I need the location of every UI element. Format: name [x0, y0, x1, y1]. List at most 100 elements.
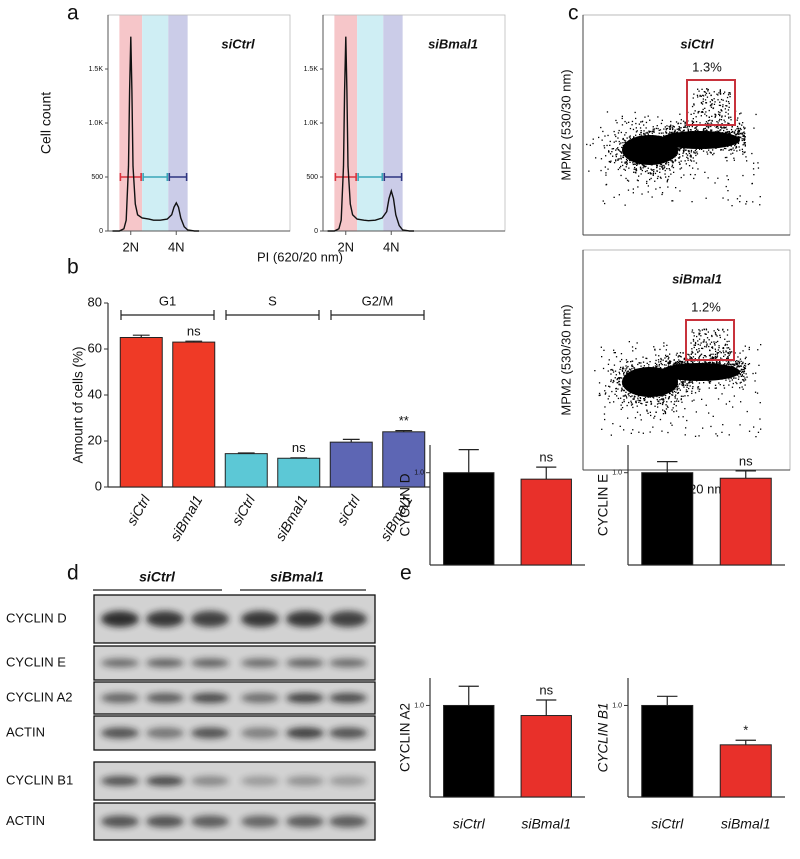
blot-band	[286, 611, 324, 627]
event-dot	[700, 139, 703, 141]
event-dot	[656, 374, 658, 376]
event-dot	[639, 159, 641, 161]
event-dot	[701, 329, 703, 331]
event-dot	[680, 147, 682, 149]
event-dot	[617, 377, 620, 379]
event-dot	[645, 157, 647, 159]
event-dot	[742, 132, 744, 134]
event-dot	[646, 374, 648, 376]
event-dot	[723, 367, 725, 370]
event-dot	[671, 424, 673, 426]
event-dot	[728, 434, 730, 436]
event-dot	[702, 138, 704, 140]
event-dot	[646, 159, 648, 161]
blot-band	[286, 815, 324, 828]
phase-region	[168, 15, 188, 231]
event-dot	[666, 138, 669, 140]
event-dot	[688, 387, 690, 390]
event-dot	[689, 380, 692, 382]
group-bracket	[120, 310, 215, 320]
event-dot	[723, 126, 725, 128]
event-dot	[680, 136, 682, 138]
event-dot	[727, 179, 729, 181]
event-dot	[635, 402, 637, 404]
event-dot	[733, 149, 735, 151]
event-dot	[717, 352, 720, 354]
event-dot	[673, 376, 675, 378]
event-dot	[652, 141, 654, 143]
event-dot	[673, 359, 675, 361]
event-dot	[658, 355, 660, 357]
event-dot	[648, 150, 651, 153]
event-dot	[741, 371, 743, 374]
event-dot	[693, 375, 695, 377]
y-axis-label: Amount of cells (%)	[71, 346, 86, 463]
event-dot	[642, 384, 644, 387]
event-dot	[685, 373, 687, 375]
event-dot	[717, 363, 719, 366]
event-dot	[671, 370, 673, 372]
event-dot	[595, 157, 597, 159]
event-dot	[714, 333, 717, 335]
event-dot	[628, 136, 631, 138]
event-dot	[652, 139, 654, 141]
event-dot	[648, 148, 650, 150]
event-dot	[642, 153, 645, 155]
event-dot	[658, 363, 660, 366]
event-dot	[648, 396, 650, 398]
event-dot	[642, 167, 644, 169]
event-dot	[638, 387, 640, 390]
event-dot	[677, 139, 679, 142]
event-dot	[639, 384, 641, 386]
event-dot	[719, 89, 721, 91]
event-dot	[679, 389, 681, 391]
event-dot	[674, 377, 676, 379]
event-dot	[663, 150, 665, 152]
event-dot	[689, 357, 691, 360]
event-dot	[628, 395, 630, 397]
event-dot	[646, 152, 648, 154]
event-dot	[631, 367, 633, 370]
event-dot	[666, 372, 668, 374]
event-dot	[655, 188, 657, 190]
event-dot	[619, 373, 621, 375]
event-dot	[683, 135, 686, 138]
event-dot	[671, 164, 674, 166]
event-dot	[728, 378, 730, 380]
event-dot	[653, 144, 655, 147]
event-dot	[649, 158, 651, 160]
event-dot	[691, 372, 693, 374]
y-axis-label: CYCLIN E	[596, 474, 611, 536]
event-dot	[737, 129, 740, 132]
event-dot	[738, 122, 740, 124]
event-dot	[675, 370, 678, 372]
event-dot	[628, 401, 630, 404]
event-dot	[708, 345, 710, 348]
event-dot	[621, 152, 623, 154]
event-dot	[665, 356, 667, 358]
event-dot	[716, 143, 718, 145]
event-dot	[684, 139, 686, 141]
event-dot	[689, 155, 691, 157]
event-dot	[692, 374, 694, 377]
event-dot	[674, 136, 676, 138]
event-dot	[665, 138, 667, 140]
event-dot	[627, 381, 630, 383]
event-dot	[729, 138, 731, 140]
event-dot	[676, 379, 678, 382]
event-dot	[724, 91, 726, 93]
event-dot	[658, 132, 660, 134]
event-dot	[681, 368, 684, 370]
event-dot	[720, 137, 722, 139]
event-dot	[726, 334, 729, 336]
event-dot	[657, 383, 659, 386]
event-dot	[652, 153, 654, 156]
event-dot	[628, 140, 630, 142]
event-dot	[680, 370, 682, 372]
event-dot	[728, 372, 730, 374]
event-dot	[625, 158, 628, 161]
event-dot	[688, 139, 690, 141]
blot-band	[101, 776, 139, 786]
event-dot	[629, 378, 631, 380]
event-dot	[724, 121, 726, 123]
